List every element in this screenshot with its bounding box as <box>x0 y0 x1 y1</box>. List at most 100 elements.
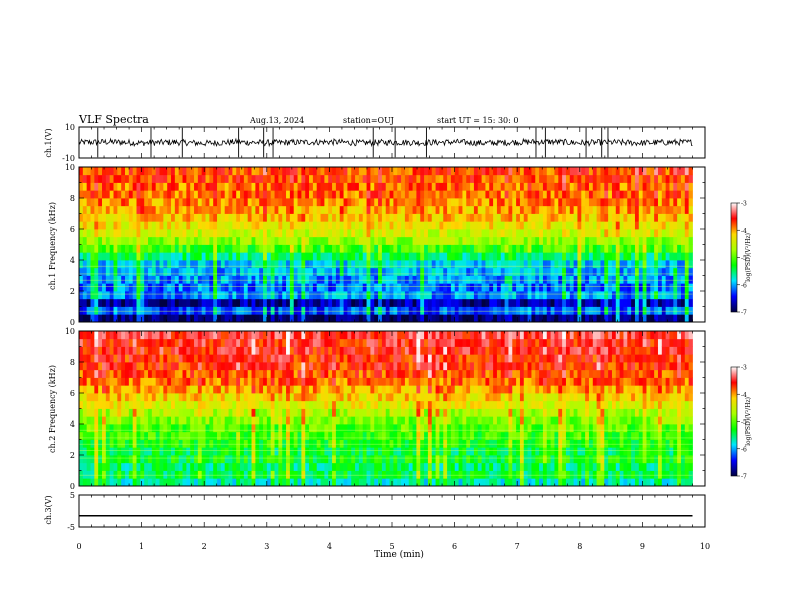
spectrogram-cell <box>588 260 594 269</box>
spectrogram-cell <box>366 455 371 464</box>
spectrogram-cell <box>669 306 674 315</box>
spectrogram-cell <box>278 221 283 230</box>
spectrogram-cell <box>98 291 103 300</box>
spectrogram-cell <box>646 306 651 315</box>
spectrogram-cell <box>159 331 164 340</box>
spectrogram-cell <box>228 260 233 269</box>
spectrogram-cell <box>301 439 306 448</box>
spectrogram-cell <box>404 275 410 284</box>
spectrogram-cell <box>355 167 360 176</box>
spectrogram-cell <box>171 182 176 191</box>
spectrogram-cell <box>370 182 375 191</box>
spectrogram-cell <box>439 252 444 261</box>
spectrogram-cell <box>351 478 356 487</box>
spectrogram-cell <box>316 416 321 425</box>
spectrogram-cell <box>194 416 199 425</box>
spectrogram-cell <box>324 298 329 307</box>
spectrogram-cell <box>508 260 513 269</box>
spectrogram-cell <box>309 462 314 471</box>
spectrogram-cell <box>270 190 275 199</box>
spectrogram-cell <box>128 213 134 222</box>
spectrogram-cell <box>240 291 245 300</box>
spectrogram-cell <box>190 198 195 207</box>
spectrogram-cell <box>301 205 306 214</box>
spectrogram-cell <box>282 229 287 238</box>
spectrogram-cell <box>105 354 111 363</box>
spectrogram-cell <box>286 291 291 300</box>
spectrogram-cell <box>201 291 206 300</box>
spectrogram-cell <box>171 447 176 456</box>
spectrogram-cell <box>427 298 433 307</box>
spectrogram-cell <box>366 167 371 176</box>
spectrogram-cell <box>186 190 191 199</box>
spectrogram-cell <box>159 346 164 355</box>
spectrogram-cell <box>121 369 126 378</box>
spectrogram-cell <box>424 314 429 323</box>
spectrogram-cell <box>500 267 505 276</box>
spectrogram-cell <box>362 462 367 471</box>
spectrogram-cell <box>424 205 429 214</box>
spectrogram-cell <box>274 252 279 261</box>
spectrogram-cell <box>266 331 272 340</box>
spectrogram-cell <box>125 400 130 409</box>
spectrogram-cell <box>619 252 624 261</box>
spectrogram-cell <box>381 213 387 222</box>
spectrogram-cell <box>546 229 552 238</box>
spectrogram-cell <box>209 190 214 199</box>
spectrogram-cell <box>128 198 134 207</box>
spectrogram-cell <box>585 252 590 261</box>
spectrogram-cell <box>550 213 555 222</box>
spectrogram-cell <box>328 190 333 199</box>
spectrogram-cell <box>171 400 176 409</box>
spectrogram-cell <box>98 260 103 269</box>
spectrogram-cell <box>431 298 436 307</box>
spectrogram-cell <box>328 314 333 323</box>
spectrogram-cell <box>159 354 164 363</box>
spectrogram-cell <box>558 205 563 214</box>
spectrogram-cell <box>657 174 663 183</box>
spectrogram-cell <box>236 213 241 222</box>
spectrogram-cell <box>604 190 609 199</box>
spectrogram-cell <box>370 408 375 417</box>
spectrogram-cell <box>90 205 95 214</box>
spectrogram-cell <box>362 470 367 479</box>
spectrogram-cell <box>565 314 571 323</box>
spectrogram-cell <box>140 346 145 355</box>
spectrogram-cell <box>427 221 433 230</box>
spectrogram-cell <box>213 385 218 394</box>
spectrogram-cell <box>508 182 513 191</box>
spectrogram-cell <box>569 275 575 284</box>
spectrogram-cell <box>278 275 283 284</box>
spectrogram-cell <box>178 213 183 222</box>
spectrogram-cell <box>401 275 406 284</box>
spectrogram-cell <box>144 260 149 269</box>
spectrogram-cell <box>243 291 249 300</box>
spectrogram-cell <box>523 182 528 191</box>
spectrogram-cell <box>178 377 183 386</box>
spectrogram-cell <box>194 252 199 261</box>
spectrogram-cell <box>301 283 306 292</box>
spectrogram-cell <box>358 393 364 402</box>
spectrogram-cell <box>113 455 118 464</box>
spectrogram-cell <box>98 283 103 292</box>
spectrogram-cell <box>615 213 621 222</box>
spectrogram-cell <box>136 252 141 261</box>
spectrogram-cell <box>669 252 674 261</box>
spectrogram-cell <box>217 385 222 394</box>
spectrogram-cell <box>554 167 559 176</box>
spectrogram-cell <box>343 267 348 276</box>
spectrogram-cell <box>358 190 364 199</box>
spectrogram-cell <box>657 298 663 307</box>
spectrogram-cell <box>79 167 84 176</box>
spectrogram-cell <box>496 291 502 300</box>
spectrogram-cell <box>408 182 413 191</box>
spectrogram-cell <box>324 252 329 261</box>
spectrogram-cell <box>163 190 168 199</box>
spectrogram-cell <box>171 260 176 269</box>
spectrogram-cell <box>274 393 279 402</box>
date-label: Aug.13, 2024 <box>249 116 304 125</box>
spectrogram-cell <box>542 221 548 230</box>
spectrogram-cell <box>592 267 598 276</box>
spectrogram-cell <box>374 314 379 323</box>
spectrogram-cell <box>182 221 187 230</box>
